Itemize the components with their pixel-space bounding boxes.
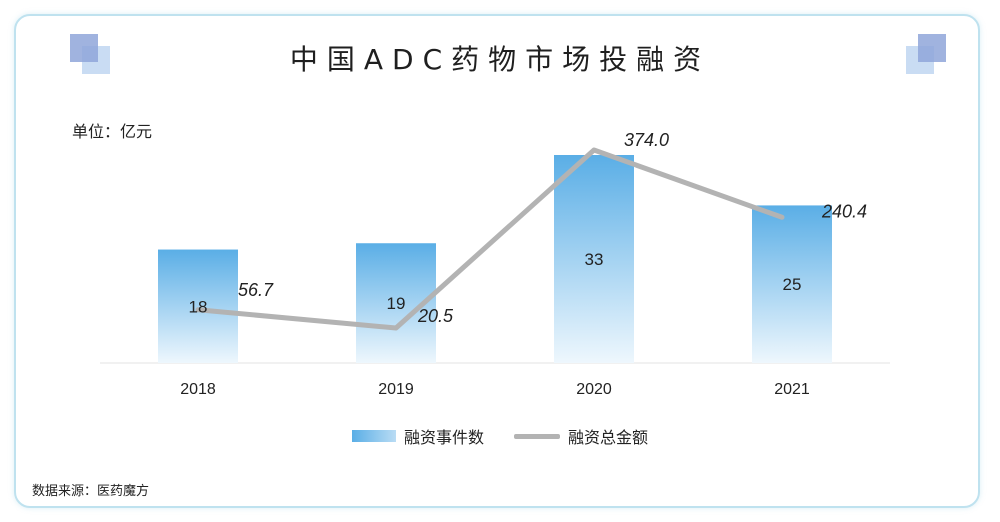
legend-swatch-bar [351,430,396,442]
x-tick-2018: 2018 [180,381,216,398]
chart-title: 中国ADC药物市场投融资 [289,43,711,76]
legend-swatch-line [514,433,560,439]
bar-2020 [554,155,634,363]
x-tick-2020: 2020 [576,381,612,398]
bar-label-2018: 18 [189,297,208,316]
line-label-2018: 56.7 [238,280,274,300]
x-tick-2021: 2021 [774,381,810,398]
line-label-2021: 240.4 [821,201,867,221]
legend-label-bar: 融资事件数 [403,428,484,447]
bar-2018 [158,249,238,363]
bar-label-2020: 33 [585,250,604,269]
legend: 融资事件数 融资总金额 [0,424,1000,448]
x-tick-2019: 2019 [378,381,414,398]
bar-label-2019: 19 [387,294,406,313]
source-label: 数据来源：医药魔方 [32,484,150,499]
legend-label-line: 融资总金额 [568,428,649,447]
unit-label: 单位：亿元 [72,122,153,141]
bar-2021 [752,205,832,363]
line-label-2020: 374.0 [624,130,669,150]
legend-item-line: 融资总金额 [514,424,648,448]
line-label-2019: 20.5 [417,306,454,326]
bar-label-2021: 25 [783,275,802,294]
legend-item-bar: 融资事件数 [351,424,484,448]
line-series-amount [195,147,785,331]
